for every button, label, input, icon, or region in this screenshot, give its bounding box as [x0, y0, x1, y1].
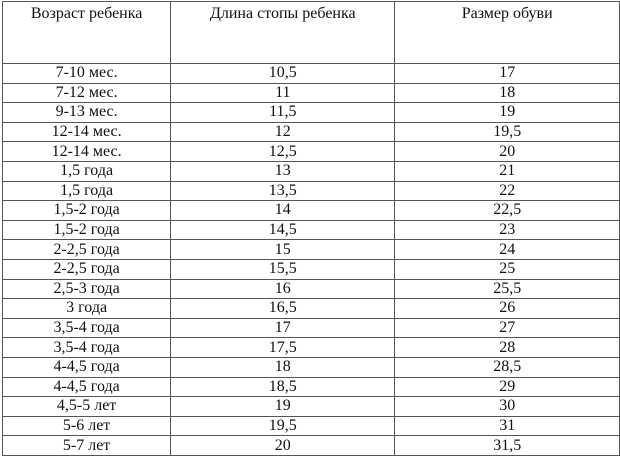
cell-foot-length: 17,5 [170, 337, 396, 358]
cell-foot-length: 18 [170, 356, 396, 378]
cell-foot-length: 10,5 [170, 63, 396, 84]
header-row: Возраст ребенка Длина стопы ребенка Разм… [1, 1, 620, 64]
cell-shoe-size: 19 [394, 102, 620, 123]
table-row: 3,5-4 года 17,5 28 [1, 337, 620, 358]
cell-age: 1,5 года [1, 160, 172, 182]
cell-foot-length: 15,5 [170, 258, 396, 280]
cell-shoe-size: 18 [394, 82, 620, 104]
cell-age: 9-13 мес. [1, 102, 172, 123]
cell-foot-length: 17 [170, 317, 396, 339]
cell-foot-length: 19 [170, 396, 396, 417]
cell-shoe-size: 17 [394, 63, 620, 84]
cell-shoe-size: 22,5 [394, 200, 620, 221]
cell-age: 2-2,5 года [1, 239, 172, 260]
cell-shoe-size: 25 [394, 258, 620, 280]
cell-shoe-size: 21 [394, 160, 620, 182]
cell-foot-length: 18,5 [170, 376, 396, 398]
cell-age: 3 года [1, 298, 172, 319]
cell-age: 1,5-2 года [1, 200, 172, 221]
cell-shoe-size: 28,5 [394, 356, 620, 378]
cell-foot-length: 14,5 [170, 219, 396, 241]
cell-shoe-size: 29 [394, 376, 620, 398]
cell-foot-length: 16 [170, 278, 396, 300]
cell-foot-length: 13 [170, 160, 396, 182]
table-row: 4,5-5 лет 19 30 [1, 396, 620, 417]
cell-age: 5-7 лет [1, 435, 172, 456]
cell-shoe-size: 28 [394, 337, 620, 358]
table-row: 3,5-4 года 17 27 [1, 317, 620, 339]
table-row: 2-2,5 года 15,5 25 [1, 258, 620, 280]
cell-shoe-size: 24 [394, 239, 620, 260]
table-row: 5-6 лет 19,5 31 [1, 415, 620, 437]
cell-age: 4,5-5 лет [1, 396, 172, 417]
cell-age: 7-12 мес. [1, 82, 172, 104]
cell-shoe-size: 19,5 [394, 121, 620, 143]
cell-shoe-size: 30 [394, 396, 620, 417]
cell-shoe-size: 31,5 [394, 435, 620, 456]
cell-age: 12-14 мес. [1, 141, 172, 162]
cell-shoe-size: 31 [394, 415, 620, 437]
cell-shoe-size: 26 [394, 298, 620, 319]
cell-shoe-size: 25,5 [394, 278, 620, 300]
table-row: 9-13 мес. 11,5 19 [1, 102, 620, 123]
table-row: 1,5 года 13 21 [1, 160, 620, 182]
cell-foot-length: 20 [170, 435, 396, 456]
cell-foot-length: 15 [170, 239, 396, 260]
cell-age: 2,5-3 года [1, 278, 172, 300]
table-row: 2-2,5 года 15 24 [1, 239, 620, 260]
cell-age: 1,5 года [1, 180, 172, 202]
table-row: 4-4,5 года 18,5 29 [1, 376, 620, 398]
cell-foot-length: 12 [170, 121, 396, 143]
table-row: 7-10 мес. 10,5 17 [1, 63, 620, 84]
cell-shoe-size: 20 [394, 141, 620, 162]
header-age: Возраст ребенка [1, 1, 172, 64]
cell-age: 4-4,5 года [1, 376, 172, 398]
cell-shoe-size: 27 [394, 317, 620, 339]
cell-age: 7-10 мес. [1, 63, 172, 84]
cell-foot-length: 11,5 [170, 102, 396, 123]
cell-age: 2-2,5 года [1, 258, 172, 280]
cell-age: 5-6 лет [1, 415, 172, 437]
cell-age: 3,5-4 года [1, 337, 172, 358]
header-shoe-size: Размер обуви [394, 1, 620, 64]
cell-age: 12-14 мес. [1, 121, 172, 143]
cell-age: 1,5-2 года [1, 219, 172, 241]
table-row: 12-14 мес. 12 19,5 [1, 121, 620, 143]
table-row: 2,5-3 года 16 25,5 [1, 278, 620, 300]
cell-foot-length: 11 [170, 82, 396, 104]
cell-age: 4-4,5 года [1, 356, 172, 378]
cell-foot-length: 14 [170, 200, 396, 221]
cell-foot-length: 19,5 [170, 415, 396, 437]
table-row: 1,5-2 года 14 22,5 [1, 200, 620, 221]
table-row: 1,5-2 года 14,5 23 [1, 219, 620, 241]
header-foot-length: Длина стопы ребенка [170, 1, 396, 64]
table-row: 5-7 лет 20 31,5 [1, 435, 620, 456]
table-row: 12-14 мес. 12,5 20 [1, 141, 620, 162]
table-row: 7-12 мес. 11 18 [1, 82, 620, 104]
cell-foot-length: 16,5 [170, 298, 396, 319]
table-row: 4-4,5 года 18 28,5 [1, 356, 620, 378]
table-row: 1,5 года 13,5 22 [1, 180, 620, 202]
cell-age: 3,5-4 года [1, 317, 172, 339]
cell-foot-length: 13,5 [170, 180, 396, 202]
cell-shoe-size: 22 [394, 180, 620, 202]
cell-foot-length: 12,5 [170, 141, 396, 162]
table-row: 3 года 16,5 26 [1, 298, 620, 319]
cell-shoe-size: 23 [394, 219, 620, 241]
